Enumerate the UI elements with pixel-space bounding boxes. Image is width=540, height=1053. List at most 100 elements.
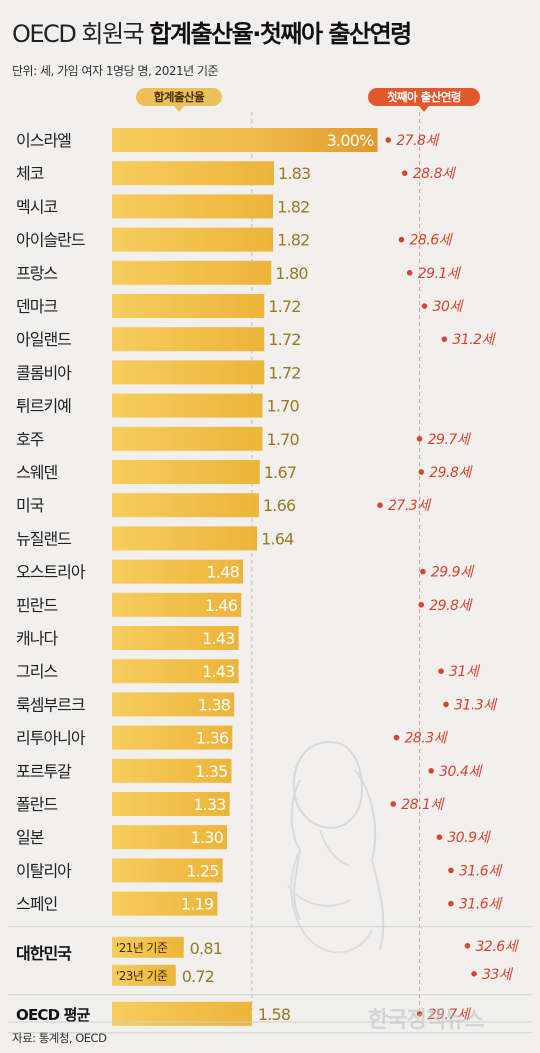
tfr-value-21: 1.30 (191, 828, 224, 847)
age-label-9: 29.7세 (428, 432, 472, 448)
tfr-value-0: 3.00% (327, 131, 374, 150)
age-dot-16 (438, 668, 444, 674)
tfr-value-oecd: 1.58 (258, 1005, 291, 1024)
age-label-21: 30.9세 (447, 830, 491, 846)
tfr-bar-2 (112, 194, 274, 219)
tfr-value-17: 1.38 (198, 695, 231, 714)
tfr-value-9: 1.70 (266, 430, 299, 449)
age-label-13: 29.9세 (431, 565, 475, 581)
age-label-0: 27.8세 (396, 133, 440, 149)
country-label-19: 포르투갈 (16, 762, 72, 781)
country-label-oecd: OECD 평균 (16, 1006, 91, 1024)
tfr-value-7: 1.72 (268, 363, 300, 382)
tfr-value-18: 1.36 (196, 729, 229, 748)
country-label-15: 캐나다 (16, 629, 58, 648)
tfr-bar-korea-1 (112, 964, 176, 986)
age-label-oecd: 29.7세 (428, 1007, 472, 1023)
legend-age-badge: 첫째아 출산연령 (368, 88, 480, 112)
age-dot-4 (406, 270, 413, 276)
tfr-value-3: 1.82 (277, 231, 309, 250)
tfr-bar-19 (112, 758, 232, 783)
age-label-18: 28.3세 (405, 731, 449, 747)
country-label-20: 폴란드 (16, 795, 57, 814)
title-light: OECD 회원국 (12, 20, 145, 48)
tfr-value-11: 1.66 (263, 496, 296, 515)
tfr-value-22: 1.25 (186, 861, 218, 880)
tfr-value-15: 1.43 (202, 629, 234, 648)
age-dot-5 (421, 303, 428, 309)
country-label-14: 핀란드 (16, 596, 57, 615)
country-label-21: 일본 (16, 828, 44, 847)
tfr-bar-17 (112, 692, 235, 717)
age-dot-1 (401, 170, 408, 176)
country-label-6: 아일랜드 (16, 330, 71, 349)
age-label-1: 28.8세 (413, 166, 457, 182)
country-label-0: 이스라엘 (16, 131, 71, 150)
tfr-bar-8 (112, 393, 263, 418)
age-label-16: 31세 (449, 664, 481, 680)
country-label-17: 룩셈부르크 (16, 695, 85, 714)
tfr-bar-16 (112, 659, 239, 684)
age-label-10: 29.8세 (429, 465, 473, 481)
country-label-22: 이탈리아 (16, 861, 72, 880)
tfr-bar-12 (112, 526, 258, 551)
country-label-16: 그리스 (16, 662, 57, 681)
tfr-value-8: 1.70 (266, 397, 299, 416)
country-label-9: 호주 (16, 430, 44, 449)
tfr-bar-4 (112, 260, 272, 285)
age-label-5: 30세 (433, 299, 465, 315)
tfr-bar-20 (112, 792, 230, 816)
age-dot-18 (393, 734, 400, 741)
tfr-value-10: 1.67 (264, 463, 296, 482)
tfr-bar-3 (112, 227, 274, 252)
country-label-1: 체코 (16, 164, 44, 183)
legend-tfr-badge: 합계출산율 (136, 88, 222, 112)
tfr-value-1: 1.83 (278, 164, 310, 183)
age-dot-17 (443, 701, 449, 708)
age-dot-oecd (416, 1011, 423, 1017)
watermark-text: 한국정책뉴스 (368, 1008, 484, 1033)
korea-tag-1: '23년 기준 (116, 969, 168, 983)
country-label-7: 콜롬비아 (16, 363, 72, 382)
country-label-13: 오스트리아 (16, 563, 86, 582)
country-label-23: 스페인 (16, 895, 57, 914)
tfr-value-6: 1.72 (268, 330, 300, 349)
tfr-value-korea-1: 0.72 (182, 967, 214, 986)
age-label-19: 30.4세 (439, 764, 483, 780)
country-label-18: 리투아니아 (16, 729, 86, 748)
country-label-12: 뉴질랜드 (16, 529, 71, 548)
age-label-4: 29.1세 (418, 266, 462, 282)
tfr-bar-10 (112, 460, 260, 484)
tfr-bar-15 (112, 626, 239, 650)
age-dot-20 (390, 801, 397, 807)
tfr-bar-korea-0 (112, 936, 184, 958)
country-label-4: 프랑스 (16, 264, 57, 283)
chart-subtitle: 단위: 세, 가임 여자 1명당 명, 2021년 기준 (12, 64, 219, 78)
age-dot-korea-0 (464, 943, 471, 949)
country-label-3: 아이슬란드 (16, 231, 85, 250)
age-label-3: 28.6세 (409, 233, 453, 249)
country-label-10: 스웨덴 (16, 463, 57, 482)
age-dot-19 (428, 768, 434, 774)
tfr-value-20: 1.33 (193, 795, 225, 814)
age-dot-10 (418, 469, 425, 475)
age-label-17: 31.3세 (454, 697, 498, 713)
age-label-korea-0: 32.6세 (475, 939, 519, 955)
tfr-bar-14 (112, 592, 242, 617)
title-bold: 합계출산율·첫째아 출산연령 (149, 20, 412, 48)
pregnant-woman-illustration (287, 740, 385, 954)
country-label-11: 미국 (16, 496, 44, 515)
tfr-value-23: 1.19 (181, 895, 214, 914)
age-label-6: 31.2세 (452, 332, 496, 348)
age-label-23: 31.6세 (459, 897, 503, 913)
tfr-value-4: 1.80 (275, 264, 308, 283)
age-dot-22 (448, 867, 454, 874)
country-label-korea: 대한민국 (16, 944, 72, 963)
tfr-value-12: 1.64 (261, 529, 294, 548)
tfr-bar-11 (112, 493, 259, 518)
tfr-bar-7 (112, 360, 265, 385)
age-dot-11 (377, 502, 383, 509)
chart-title: OECD 회원국 합계출산율·첫째아 출산연령 (12, 14, 412, 49)
tfr-bar-21 (112, 825, 228, 850)
